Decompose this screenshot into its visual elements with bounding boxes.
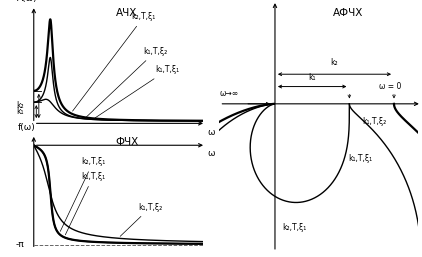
Text: k₂,T,ξ₁: k₂,T,ξ₁: [60, 158, 105, 231]
Text: k₂,T,ξ₁: k₂,T,ξ₁: [73, 12, 156, 111]
Text: ω = 0: ω = 0: [379, 82, 401, 91]
Text: k₁: k₁: [308, 73, 316, 82]
Text: k₁,T,ξ₂: k₁,T,ξ₂: [87, 47, 168, 117]
Text: A(ω): A(ω): [17, 0, 37, 3]
Text: k₁,T,ξ₁: k₁,T,ξ₁: [349, 154, 373, 163]
Text: k₁,T,ξ₁: k₁,T,ξ₁: [95, 66, 179, 118]
Text: k₁,T,ξ₁: k₁,T,ξ₁: [65, 172, 105, 235]
Text: k₂: k₂: [16, 102, 24, 111]
Text: k₂: k₂: [331, 58, 338, 67]
Text: ω→∞: ω→∞: [219, 89, 238, 98]
Text: k₂,T,ξ₁: k₂,T,ξ₁: [283, 223, 307, 232]
Text: ФЧХ: ФЧХ: [115, 137, 138, 147]
Text: k₁: k₁: [16, 107, 24, 116]
Text: k₁,T,ξ₂: k₁,T,ξ₂: [362, 117, 387, 126]
Text: k₁,T,ξ₂: k₁,T,ξ₂: [120, 203, 162, 236]
Text: АФЧХ: АФЧХ: [333, 8, 363, 18]
Text: ω: ω: [208, 128, 215, 137]
Text: -π: -π: [16, 240, 24, 249]
Text: f(ω): f(ω): [18, 123, 36, 132]
Text: ω: ω: [208, 149, 215, 158]
Text: АЧХ: АЧХ: [116, 8, 137, 18]
